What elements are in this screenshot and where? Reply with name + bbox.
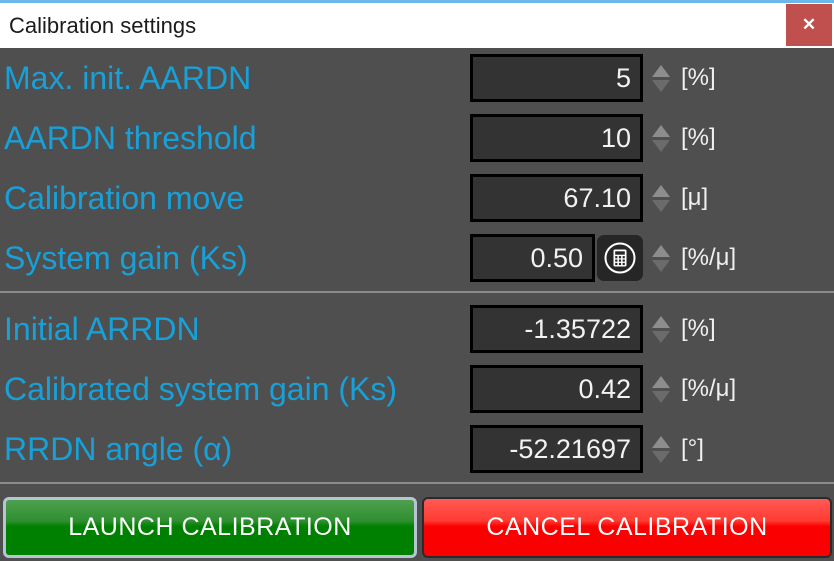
spinner-up-icon[interactable] xyxy=(652,184,670,197)
spinner-rrdn-angle[interactable] xyxy=(650,425,672,473)
calculator-glyph xyxy=(604,242,636,274)
label-calibration-move: Calibration move xyxy=(4,180,245,216)
field-wrap-max-init-aardn: 5 [%] xyxy=(470,54,716,102)
row-system-gain: System gain (Ks) 0.50 xyxy=(0,228,834,288)
spinner-down-icon[interactable] xyxy=(652,139,670,152)
label-aardn-threshold: AARDN threshold xyxy=(4,120,257,156)
field-wrap-calibrated-system-gain: 0.42 [%/μ] xyxy=(470,365,736,413)
unit-aardn-threshold: [%] xyxy=(681,124,716,151)
spinner-up-icon[interactable] xyxy=(652,244,670,257)
row-calibrated-system-gain: Calibrated system gain (Ks) 0.42 [%/μ] xyxy=(0,359,834,419)
footer-divider xyxy=(0,482,834,484)
spinner-aardn-threshold[interactable] xyxy=(650,114,672,162)
field-wrap-aardn-threshold: 10 [%] xyxy=(470,114,716,162)
field-wrap-rrdn-angle: -52.21697 [°] xyxy=(470,425,704,473)
spinner-max-init-aardn[interactable] xyxy=(650,54,672,102)
row-calibration-move: Calibration move 67.10 [μ] xyxy=(0,168,834,228)
section-divider xyxy=(0,291,834,293)
label-calibrated-system-gain: Calibrated system gain (Ks) xyxy=(4,371,398,407)
spinner-down-icon[interactable] xyxy=(652,450,670,463)
row-max-init-aardn: Max. init. AARDN 5 [%] xyxy=(0,48,834,108)
spinner-down-icon[interactable] xyxy=(652,199,670,212)
spinner-initial-arrdn[interactable] xyxy=(650,305,672,353)
unit-system-gain: [%/μ] xyxy=(681,244,737,271)
spinner-up-icon[interactable] xyxy=(652,124,670,137)
input-system-gain[interactable]: 0.50 xyxy=(470,234,595,282)
input-calibration-move[interactable]: 67.10 xyxy=(470,174,643,222)
spinner-down-icon[interactable] xyxy=(652,390,670,403)
label-initial-arrdn: Initial ARRDN xyxy=(4,311,200,347)
input-max-init-aardn[interactable]: 5 xyxy=(470,54,643,102)
spinner-calibration-move[interactable] xyxy=(650,174,672,222)
spinner-up-icon[interactable] xyxy=(652,375,670,388)
input-calibrated-system-gain[interactable]: 0.42 xyxy=(470,365,643,413)
label-system-gain: System gain (Ks) xyxy=(4,240,248,276)
close-icon[interactable]: ✕ xyxy=(786,4,832,46)
field-wrap-initial-arrdn: -1.35722 [%] xyxy=(470,305,716,353)
input-aardn-threshold[interactable]: 10 xyxy=(470,114,643,162)
launch-calibration-button[interactable]: LAUNCH CALIBRATION xyxy=(3,497,417,558)
unit-max-init-aardn: [%] xyxy=(681,64,716,91)
spinner-up-icon[interactable] xyxy=(652,64,670,77)
row-rrdn-angle: RRDN angle (α) -52.21697 [°] xyxy=(0,419,834,479)
spinner-down-icon[interactable] xyxy=(652,330,670,343)
unit-initial-arrdn: [%] xyxy=(681,315,716,342)
settings-body: Max. init. AARDN 5 [%] AARDN threshold 1… xyxy=(0,48,834,484)
cancel-calibration-button[interactable]: CANCEL CALIBRATION xyxy=(422,497,832,558)
field-wrap-calibration-move: 67.10 [μ] xyxy=(470,174,708,222)
unit-calibration-move: [μ] xyxy=(681,184,709,211)
label-max-init-aardn: Max. init. AARDN xyxy=(4,60,252,96)
input-rrdn-angle[interactable]: -52.21697 xyxy=(470,425,643,473)
spinner-up-icon[interactable] xyxy=(652,435,670,448)
row-initial-arrdn: Initial ARRDN -1.35722 [%] xyxy=(0,299,834,359)
title-bar: Calibration settings ✕ xyxy=(0,3,834,48)
label-rrdn-angle: RRDN angle (α) xyxy=(4,431,233,467)
spinner-up-icon[interactable] xyxy=(652,315,670,328)
footer-actions: LAUNCH CALIBRATION CANCEL CALIBRATION xyxy=(0,490,834,561)
row-aardn-threshold: AARDN threshold 10 [%] xyxy=(0,108,834,168)
spinner-system-gain[interactable] xyxy=(650,234,672,282)
spinner-calibrated-system-gain[interactable] xyxy=(650,365,672,413)
unit-rrdn-angle: [°] xyxy=(681,435,704,462)
calculator-icon[interactable] xyxy=(597,235,643,281)
field-wrap-system-gain: 0.50 xyxy=(470,234,736,282)
window-title: Calibration settings xyxy=(9,12,197,38)
spinner-down-icon[interactable] xyxy=(652,259,670,272)
input-initial-arrdn[interactable]: -1.35722 xyxy=(470,305,643,353)
unit-calibrated-system-gain: [%/μ] xyxy=(681,375,737,402)
spinner-down-icon[interactable] xyxy=(652,79,670,92)
